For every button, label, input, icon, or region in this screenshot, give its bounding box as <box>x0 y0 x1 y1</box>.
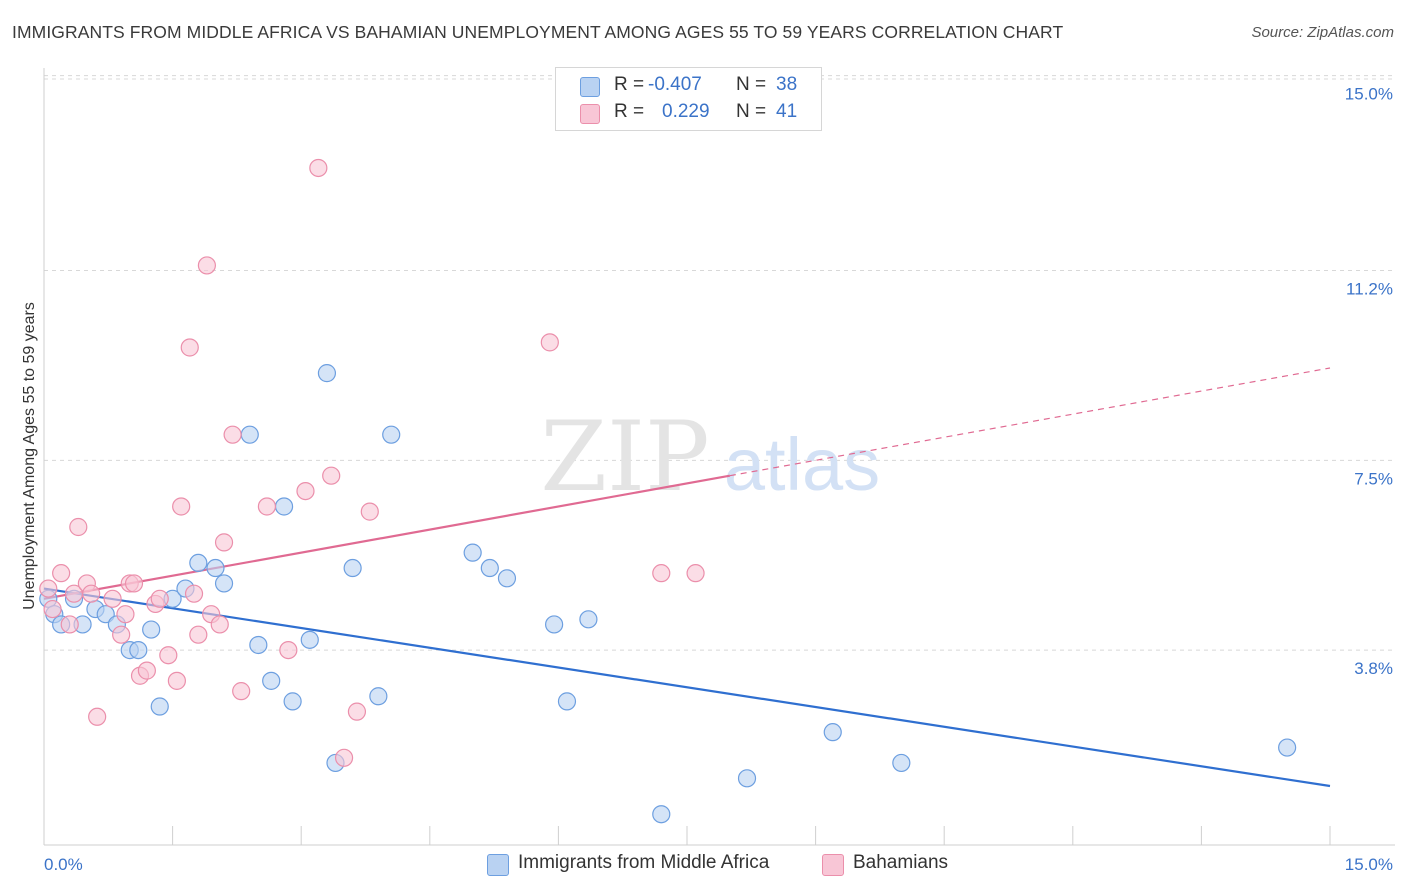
legend-swatch-blue <box>487 854 509 876</box>
point-series-b <box>652 564 671 583</box>
point-series-a <box>497 569 517 588</box>
point-series-a <box>579 610 598 629</box>
legend-n-label: N = <box>736 101 767 122</box>
point-series-a <box>262 671 281 690</box>
legend-r-value: -0.407 <box>648 74 702 95</box>
point-series-b <box>347 702 367 721</box>
point-series-a <box>823 723 842 742</box>
trendline-series-b-extension <box>729 367 1331 477</box>
point-series-b <box>69 517 88 537</box>
point-series-a <box>317 364 337 383</box>
trendline-series-b <box>43 474 731 600</box>
point-series-b <box>82 584 101 603</box>
point-series-b <box>232 682 251 701</box>
point-series-b <box>167 671 186 690</box>
y-tick-label: 15.0% <box>1345 85 1393 104</box>
point-series-b <box>52 564 71 583</box>
legend-swatch-pink <box>822 854 844 876</box>
point-series-a <box>249 635 268 655</box>
point-series-a <box>1278 738 1297 757</box>
point-series-a <box>150 697 169 716</box>
point-series-b <box>43 599 62 619</box>
point-series-b <box>279 640 298 660</box>
point-series-b <box>39 579 58 598</box>
point-series-a <box>206 558 225 578</box>
grid-layer <box>44 75 1395 651</box>
point-series-b <box>296 481 315 501</box>
x-tick-label: 15.0% <box>1345 855 1393 874</box>
legend-n-value: 41 <box>776 101 798 122</box>
x-tick-label: 0.0% <box>44 855 83 874</box>
point-series-b <box>223 425 242 444</box>
point-series-b <box>60 615 79 634</box>
points-layer <box>39 158 1297 824</box>
point-series-b <box>112 625 131 644</box>
point-series-b <box>214 533 234 552</box>
point-series-a <box>382 425 401 444</box>
point-series-a <box>142 620 161 639</box>
point-series-b <box>159 646 178 665</box>
legend-swatch-pink <box>580 104 600 124</box>
legend-label-series-b: Bahamians <box>853 852 949 873</box>
point-series-b <box>189 625 208 644</box>
watermark-atlas: atlas <box>724 423 880 506</box>
point-series-b <box>137 661 156 680</box>
point-series-b <box>686 564 705 583</box>
legend-r-label: R = <box>614 101 645 122</box>
point-series-a <box>463 543 482 562</box>
trendline-series-a <box>43 587 1331 788</box>
point-series-a <box>189 553 208 573</box>
point-series-a <box>274 497 294 516</box>
point-series-a <box>892 753 911 773</box>
legend-swatch-blue <box>580 77 600 97</box>
point-series-a <box>545 615 564 634</box>
axis-layer <box>43 68 1395 846</box>
point-series-a <box>240 425 259 444</box>
y-tick-label: 11.2% <box>1346 280 1393 299</box>
point-series-a <box>300 630 319 649</box>
point-series-b <box>172 497 191 516</box>
point-series-b <box>116 605 135 624</box>
legend-r-label: R = <box>614 74 645 95</box>
chart-title: IMMIGRANTS FROM MIDDLE AFRICA VS BAHAMIA… <box>12 22 1064 42</box>
point-series-a <box>737 769 757 788</box>
legend-box: R = -0.407 N = 38 R = 0.229 N = 41 <box>555 67 822 131</box>
y-tick-label: 7.5% <box>1354 469 1393 488</box>
legend-r-value: 0.229 <box>662 101 710 122</box>
watermark: ZIP atlas <box>540 401 880 513</box>
legend-n-value: 38 <box>776 74 798 95</box>
point-series-a <box>283 692 302 711</box>
point-series-b <box>180 338 199 357</box>
point-series-b <box>257 497 277 516</box>
point-series-b <box>322 466 341 485</box>
point-series-a <box>480 558 499 578</box>
point-series-a <box>129 640 148 660</box>
trend-layer <box>43 367 1331 788</box>
point-series-b <box>360 502 379 521</box>
watermark-zip: ZIP <box>540 401 709 513</box>
point-series-b <box>88 707 107 726</box>
point-series-a <box>652 805 671 824</box>
point-series-b <box>197 256 216 275</box>
point-series-b <box>124 574 144 593</box>
legend-label-series-a: Immigrants from Middle Africa <box>518 852 770 873</box>
tick-labels: 3.8% 7.5% 11.2% 15.0% 0.0% 15.0% <box>44 85 1393 874</box>
point-series-b <box>210 615 229 634</box>
legend-n-label: N = <box>736 74 767 95</box>
point-series-b <box>184 584 204 603</box>
point-series-b <box>334 748 354 767</box>
source-label: Source: ZipAtlas.com <box>1251 24 1394 41</box>
point-series-b <box>540 333 559 352</box>
point-series-a <box>557 692 577 711</box>
y-tick-label: 3.8% <box>1354 659 1393 678</box>
point-series-b <box>150 589 169 608</box>
point-series-b <box>309 158 328 178</box>
y-axis-label: Unemployment Among Ages 55 to 59 years <box>21 302 38 610</box>
point-series-a <box>96 605 115 624</box>
point-series-a <box>343 558 362 578</box>
point-series-a <box>369 687 388 706</box>
point-series-a <box>214 574 234 593</box>
point-series-b <box>103 589 122 608</box>
